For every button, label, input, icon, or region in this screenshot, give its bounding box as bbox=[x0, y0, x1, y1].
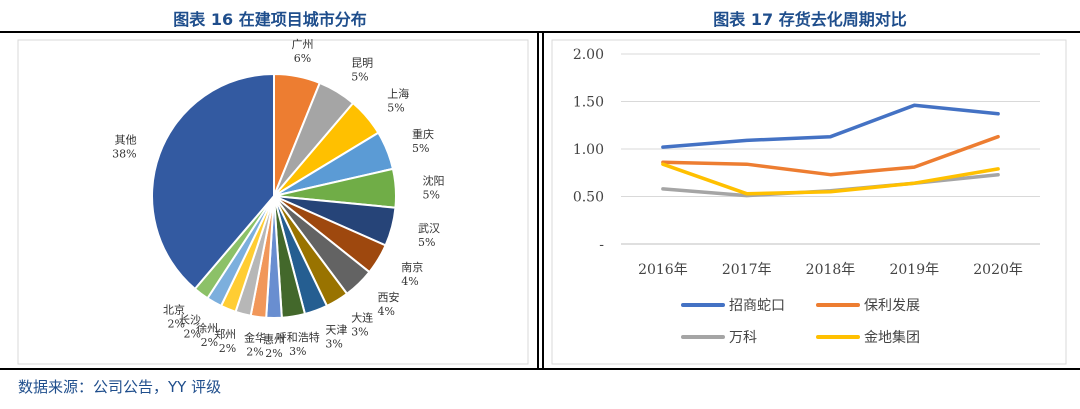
line-plot-area bbox=[551, 39, 1067, 365]
legend-label-1: 保利发展 bbox=[864, 298, 920, 314]
x-tick-label-0: 2016年 bbox=[638, 262, 688, 278]
pie-label-name-1: 昆明 bbox=[351, 57, 373, 70]
y-tick-label-1: 0.50 bbox=[573, 190, 604, 206]
pie-chart-title: 图表 16 在建项目城市分布 bbox=[173, 10, 367, 29]
pie-label-value-4: 5% bbox=[423, 189, 440, 202]
pie-chart: 广州6% 昆明5%上海5%重庆5%沈阳5%武汉5%南京4%西安4%大连3%天津3%… bbox=[17, 38, 529, 365]
line-chart: - 0.50 1.00 1.50 2.00 2016年 2017年 2018年 2019年 20… bbox=[551, 39, 1067, 365]
x-tick-label-3: 2019年 bbox=[889, 262, 939, 278]
pie-label-name-11: 惠州 bbox=[263, 332, 285, 346]
pie-slice-17 bbox=[151, 72, 275, 291]
pie-label-value-13: 2% bbox=[219, 342, 236, 355]
y-tick-label-0: - bbox=[599, 237, 604, 253]
pie-label-name-0: 广州 bbox=[292, 38, 314, 51]
x-tick-label-2: 2018年 bbox=[806, 262, 856, 278]
pie-label-name-12: 金华 bbox=[244, 331, 266, 345]
pie-plot-area bbox=[17, 39, 529, 365]
pie-label-value-5: 5% bbox=[418, 236, 435, 249]
pie-label-name-9: 天津 bbox=[325, 324, 347, 337]
y-tick-label-4: 2.00 bbox=[573, 47, 604, 63]
pie-label-value-2: 5% bbox=[387, 102, 404, 115]
pie-label-name-3: 重庆 bbox=[412, 127, 434, 141]
pie-label-value-3: 5% bbox=[412, 142, 429, 155]
data-source-note: 数据来源：公司公告，YY 评级 bbox=[18, 378, 222, 396]
y-tick-label-3: 1.50 bbox=[573, 95, 604, 111]
panel-divider-left bbox=[537, 31, 539, 370]
pie-label-value-15: 2% bbox=[184, 328, 201, 341]
legend-label-3: 金地集团 bbox=[864, 329, 920, 346]
pie-label-name-8: 大连 bbox=[351, 310, 373, 324]
top-border bbox=[0, 31, 1080, 33]
pie-label-name-10: 呼和浩特 bbox=[276, 330, 320, 344]
pie-label-value-7: 4% bbox=[378, 305, 395, 318]
pie-label-value-16: 2% bbox=[168, 317, 185, 330]
panel-divider-right bbox=[542, 31, 544, 370]
legend-label-0: 招商蛇口 bbox=[729, 298, 785, 314]
pie-label-value-10: 3% bbox=[289, 345, 306, 358]
pie-label-name-6: 南京 bbox=[401, 260, 423, 274]
pie-label-value-17: 38% bbox=[112, 147, 136, 160]
pie-label-value-11: 2% bbox=[265, 347, 282, 360]
pie-label-value-1: 5% bbox=[351, 71, 368, 84]
series-line-3 bbox=[661, 162, 1000, 196]
pie-label-value-12: 2% bbox=[246, 346, 263, 359]
pie-label-name-13: 郑州 bbox=[214, 327, 236, 341]
pie-label-name-4: 沈阳 bbox=[423, 174, 445, 188]
pie-label-value-8: 3% bbox=[351, 325, 368, 338]
pie-label-name-5: 武汉 bbox=[418, 222, 440, 235]
pie-label-value-9: 3% bbox=[325, 338, 342, 351]
pie-label-name-2: 上海 bbox=[387, 87, 409, 101]
series-line-0 bbox=[661, 103, 1000, 149]
x-tick-label-1: 2017年 bbox=[722, 262, 772, 278]
y-tick-label-2: 1.00 bbox=[573, 142, 604, 158]
pie-label-name-16: 北京 bbox=[163, 302, 185, 316]
pie-label-value-0: 6% bbox=[294, 52, 311, 65]
x-tick-label-4: 2020年 bbox=[973, 262, 1023, 278]
pie-label-name-15: 长沙 bbox=[179, 314, 201, 327]
legend-label-2: 万科 bbox=[729, 330, 757, 346]
bottom-border bbox=[0, 368, 1080, 370]
pie-label-name-17: 其他 bbox=[115, 133, 137, 146]
pie-label-name-7: 西安 bbox=[378, 290, 400, 304]
series-line-1 bbox=[661, 134, 1000, 177]
pie-label-value-14: 2% bbox=[201, 336, 218, 349]
pie-label-name-14: 徐州 bbox=[196, 321, 218, 335]
line-chart-title: 图表 17 存货去化周期对比 bbox=[713, 10, 907, 29]
pie-label-value-6: 4% bbox=[401, 275, 418, 288]
